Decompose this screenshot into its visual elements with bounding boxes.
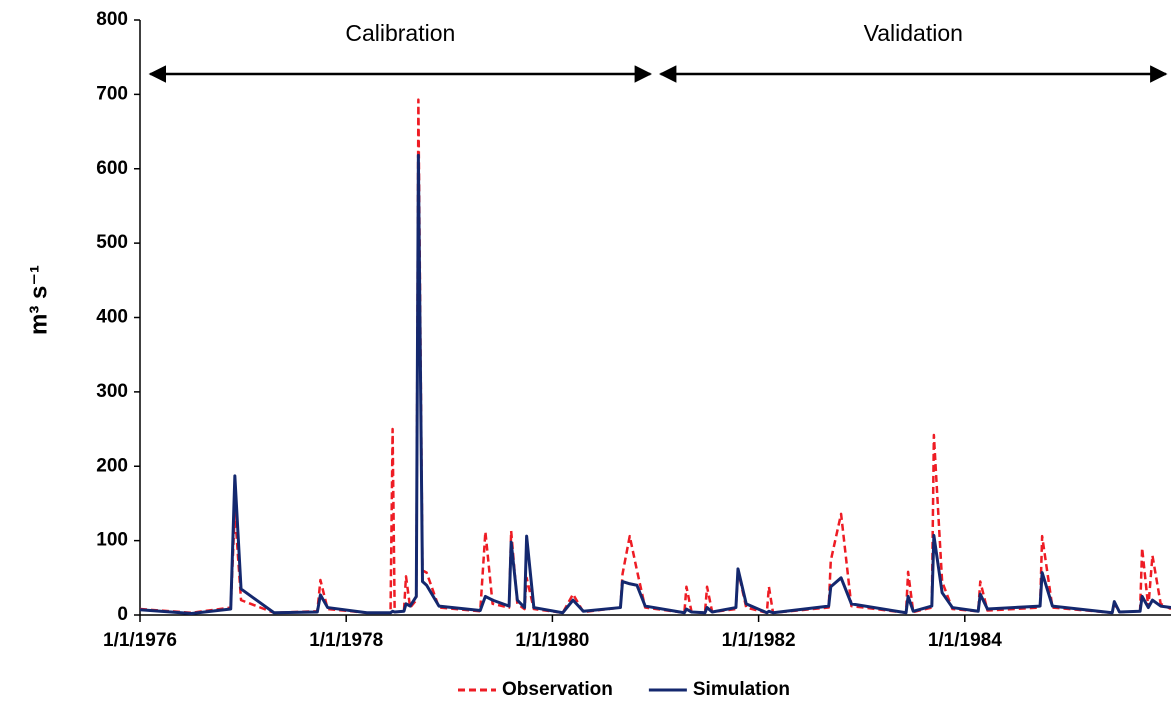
y-tick-label: 300 bbox=[96, 381, 128, 402]
x-tick-label: 1/1/1976 bbox=[103, 630, 177, 651]
period-label: Validation bbox=[864, 20, 963, 46]
y-tick-label: 100 bbox=[96, 530, 128, 551]
legend-label: Observation bbox=[502, 679, 613, 700]
y-axis-label: m³ s⁻¹ bbox=[25, 265, 52, 335]
x-tick-label: 1/1/1980 bbox=[515, 630, 589, 651]
x-tick-label: 1/1/1984 bbox=[928, 630, 1002, 651]
x-tick-label: 1/1/1982 bbox=[722, 630, 796, 651]
y-tick-label: 200 bbox=[96, 455, 128, 476]
y-tick-label: 800 bbox=[96, 9, 128, 30]
legend-label: Simulation bbox=[693, 679, 790, 700]
y-tick-label: 400 bbox=[96, 307, 128, 328]
y-tick-label: 700 bbox=[96, 83, 128, 104]
y-tick-label: 0 bbox=[117, 604, 128, 625]
series-line bbox=[139, 98, 1171, 615]
y-tick-label: 500 bbox=[96, 232, 128, 253]
x-tick-label: 1/1/1978 bbox=[309, 630, 383, 651]
y-tick-label: 600 bbox=[96, 158, 128, 179]
period-label: Calibration bbox=[345, 20, 455, 46]
series-line bbox=[139, 153, 1171, 616]
